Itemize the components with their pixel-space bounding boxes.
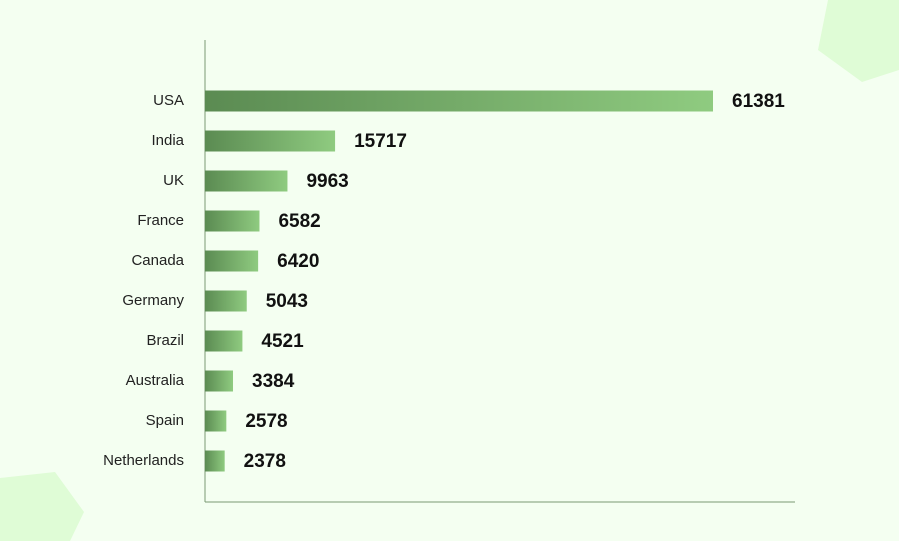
bar [205,290,247,312]
value-label: 5043 [266,291,308,312]
value-label: 2378 [244,451,286,472]
bar [205,170,288,192]
category-label: India [151,132,184,149]
category-label: Canada [131,252,184,269]
value-label: 15717 [354,131,407,152]
decor-hexagon [0,472,84,541]
category-label: Germany [122,292,184,309]
bar [205,450,225,472]
value-label: 6582 [278,211,320,232]
value-label: 6420 [277,251,319,272]
category-label: France [137,212,184,229]
category-label: Brazil [146,332,184,349]
decor-hexagon [818,0,899,82]
value-label: 9963 [306,171,348,192]
category-label: UK [163,172,184,189]
value-label: 4521 [261,331,304,352]
value-label: 61381 [732,91,785,112]
bar [205,410,227,432]
bar [205,210,260,232]
category-label: Netherlands [103,452,184,469]
bar [205,130,336,152]
category-label: Australia [126,372,185,389]
value-label: 2578 [245,411,287,432]
bar [205,90,713,112]
bar [205,330,243,352]
value-label: 3384 [252,371,295,392]
category-label: Spain [146,412,184,429]
category-label: USA [153,92,184,109]
bar [205,370,234,392]
bar [205,250,259,272]
